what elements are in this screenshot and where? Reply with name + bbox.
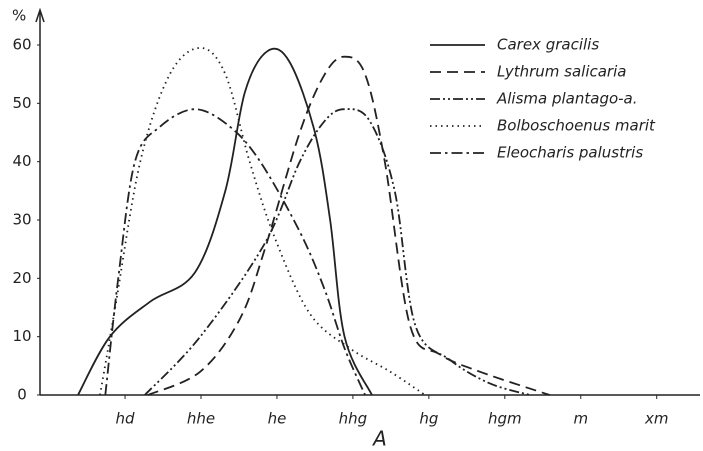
y-tick-label: 60 xyxy=(12,36,31,54)
x-tick-label: hhe xyxy=(187,410,215,428)
y-tick-label: 0 xyxy=(17,386,27,404)
x-tick-label: m xyxy=(573,410,588,428)
legend-label: Carex gracilis xyxy=(497,36,599,54)
x-tick-label: hg xyxy=(419,410,438,428)
y-tick-label: 10 xyxy=(12,327,31,345)
y-tick-label: 50 xyxy=(12,94,31,112)
y-tick-label: 30 xyxy=(12,211,31,229)
legend-label: Lythrum salicaria xyxy=(497,63,626,81)
x-tick-label: xm xyxy=(644,410,669,428)
y-axis-arrow xyxy=(35,7,45,23)
series-line xyxy=(144,108,531,396)
series-line xyxy=(77,47,373,396)
x-tick-label: hgm xyxy=(488,410,522,428)
legend-label: Eleocharis palustris xyxy=(497,144,643,162)
y-axis-label: % xyxy=(12,7,26,25)
series-line xyxy=(147,55,550,396)
x-tick-label: hhg xyxy=(339,410,368,428)
legend-label: Bolboschoenus marit xyxy=(497,117,656,135)
series-line xyxy=(104,108,366,396)
y-tick-label: 40 xyxy=(12,152,31,170)
x-tick-label: hd xyxy=(116,410,136,428)
legend-label: Alisma plantago-a. xyxy=(496,90,638,108)
series-line xyxy=(99,47,426,396)
y-tick-label: 20 xyxy=(12,269,31,287)
x-tick-label: he xyxy=(268,410,287,428)
x-axis-label: A xyxy=(371,427,387,451)
